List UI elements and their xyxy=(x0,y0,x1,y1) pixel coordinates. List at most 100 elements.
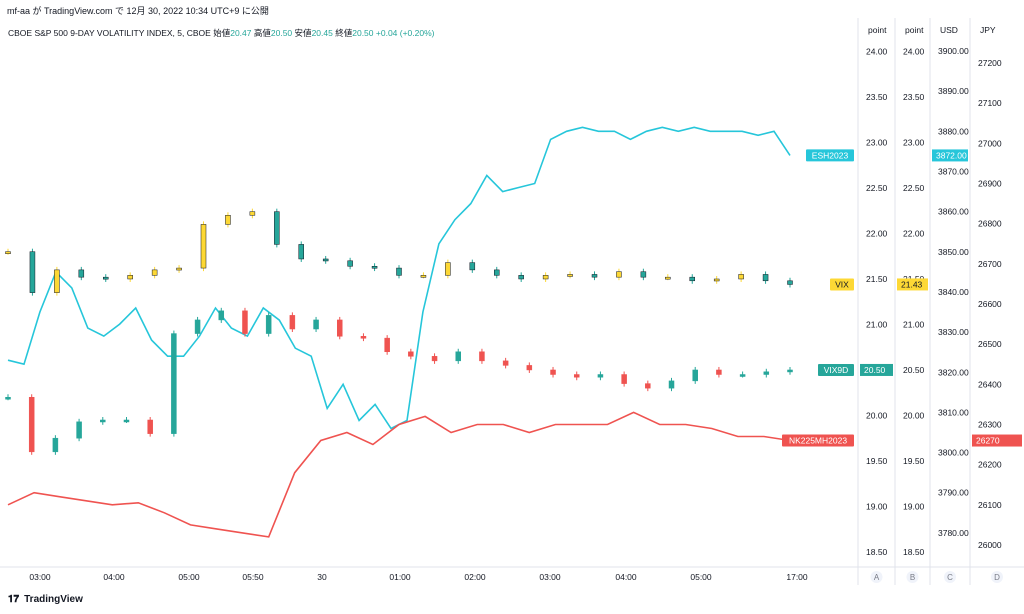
candle-body xyxy=(384,337,390,353)
candle-body xyxy=(100,419,106,423)
y-tick-label: 22.50 xyxy=(866,183,888,193)
y-tick-label: 24.00 xyxy=(866,47,888,57)
y-tick-label: 21.50 xyxy=(866,274,888,284)
y-tick-label: 3860.00 xyxy=(938,207,969,217)
y-tick-label: 26700 xyxy=(978,259,1002,269)
legend-close-label: 終値 xyxy=(335,28,353,38)
candle-body xyxy=(616,271,622,278)
y-tick-label: 26800 xyxy=(978,219,1002,229)
candle-body xyxy=(242,310,248,334)
series-name-tag-bg xyxy=(782,434,854,447)
candle-body xyxy=(716,369,722,375)
candle-body xyxy=(289,315,296,330)
legend-high: 20.50 xyxy=(270,28,293,38)
candle-body xyxy=(78,269,85,278)
y-tick-label: 26100 xyxy=(978,500,1002,510)
candle-body xyxy=(347,260,353,267)
candle-body xyxy=(54,269,60,293)
x-tick-label: 02:00 xyxy=(464,572,486,582)
y-tick-label: 19.00 xyxy=(903,501,925,511)
candle-body xyxy=(597,374,604,378)
axis-letter-badge xyxy=(991,571,1003,583)
tradingview-brand: TradingView xyxy=(24,594,83,605)
legend-low-label: 安値 xyxy=(294,28,312,38)
candle-body xyxy=(445,262,451,276)
y-tick-label: 3840.00 xyxy=(938,287,969,297)
y-tick-label: 27200 xyxy=(978,58,1002,68)
series-value-badge-bg xyxy=(932,149,968,162)
candle-body xyxy=(787,280,793,285)
candle-body xyxy=(526,365,533,371)
series-value-badge-bg xyxy=(860,363,893,376)
y-tick-label: 19.00 xyxy=(866,501,888,511)
candle-body xyxy=(322,258,329,262)
candle-body xyxy=(194,319,201,334)
candle-body xyxy=(739,374,746,377)
candle-body xyxy=(76,421,82,439)
y-tick-label: 26900 xyxy=(978,179,1002,189)
candle-body xyxy=(200,224,207,269)
series-value-badge: 20.50 xyxy=(864,365,886,375)
y-tick-label: 3820.00 xyxy=(938,367,969,377)
x-tick-label: 04:00 xyxy=(615,572,637,582)
candle-body xyxy=(123,419,130,423)
tradingview-logo-icon: 𝟏𝟕 xyxy=(8,594,20,605)
y-tick-label: 3810.00 xyxy=(938,407,969,417)
candle-body xyxy=(218,310,225,321)
axis-header-c: USD xyxy=(940,25,958,35)
candle-body xyxy=(591,274,598,278)
y-tick-label: 21.00 xyxy=(903,319,925,329)
candle-body xyxy=(762,274,769,282)
y-tick-label: 19.50 xyxy=(866,456,888,466)
y-tick-label: 24.00 xyxy=(903,47,925,57)
axis-letter-badge xyxy=(870,571,883,583)
candle-body xyxy=(337,319,343,337)
candle-body xyxy=(5,251,11,254)
y-tick-label: 3830.00 xyxy=(938,327,969,337)
x-tick-label: 30 xyxy=(317,572,327,582)
legend-change: +0.04 (+0.20%) xyxy=(375,28,435,38)
series-name-tag-bg xyxy=(818,363,854,376)
axis-letter-badge xyxy=(906,571,919,583)
publisher-header: mf-aa が TradingView.com で 12月 30, 2022 1… xyxy=(7,6,269,16)
candle-body xyxy=(431,356,438,362)
axis-header-a: point xyxy=(868,25,887,35)
y-tick-label: 19.50 xyxy=(903,456,925,466)
axis-letter: A xyxy=(874,573,880,582)
y-tick-label: 3900.00 xyxy=(938,46,969,56)
y-tick-label: 27000 xyxy=(978,138,1002,148)
candle-body xyxy=(738,274,744,280)
y-tick-label: 23.50 xyxy=(866,92,888,102)
y-tick-label: 18.50 xyxy=(903,547,925,557)
series-name-tag: VIX xyxy=(835,279,849,289)
candle-body xyxy=(469,262,476,271)
candle-body xyxy=(542,275,549,280)
legend-low: 20.45 xyxy=(311,28,333,38)
series-value-badge: 26270 xyxy=(976,436,1000,446)
legend-high-label: 高値 xyxy=(253,28,271,38)
candle-body xyxy=(408,351,414,357)
candle-body xyxy=(396,267,402,276)
y-tick-label: 3890.00 xyxy=(938,86,969,96)
tradingview-logo[interactable]: 𝟏𝟕 TradingView xyxy=(8,594,83,605)
candle-body xyxy=(479,351,485,362)
y-tick-label: 20.50 xyxy=(903,365,925,375)
x-tick-label: 03:00 xyxy=(29,572,51,582)
y-tick-label: 22.00 xyxy=(866,228,888,238)
candle-body xyxy=(274,211,280,245)
y-tick-label: 23.50 xyxy=(903,92,925,102)
candle-body xyxy=(265,315,272,334)
y-tick-label: 20.00 xyxy=(866,410,888,420)
series-value-badge: 21.43 xyxy=(901,279,923,289)
series-name-tag-bg xyxy=(806,149,854,162)
candle-body xyxy=(28,396,35,453)
candle-body xyxy=(371,265,378,269)
candle-body xyxy=(103,276,109,280)
chart-legend: CBOE S&P 500 9-DAY VOLATILITY INDEX, 5, … xyxy=(8,27,435,39)
candle-body xyxy=(668,380,675,389)
x-tick-label: 03:00 xyxy=(539,572,561,582)
axis-letter: D xyxy=(994,573,1000,582)
candle-body xyxy=(52,437,59,453)
y-tick-label: 22.00 xyxy=(903,228,925,238)
